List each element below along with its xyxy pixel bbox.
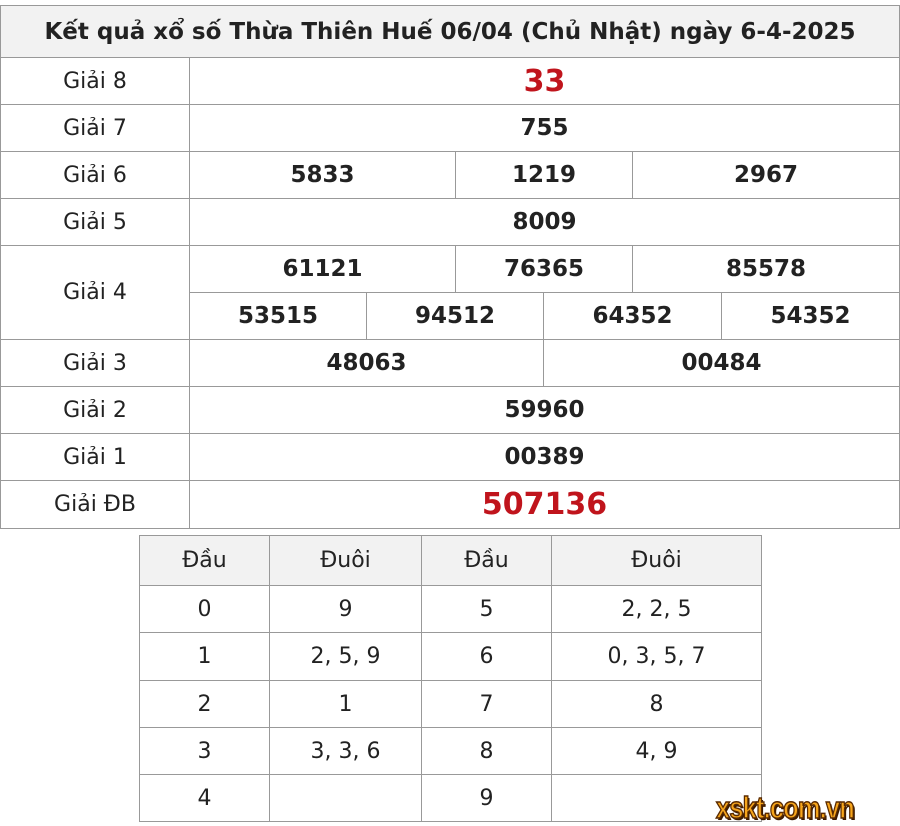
loto-cell: 0 — [139, 585, 270, 633]
prize-4-number: 64352 — [543, 292, 722, 340]
prize-4-number: 53515 — [189, 292, 367, 340]
prize-8-number: 33 — [189, 57, 900, 105]
prize-3-number: 48063 — [189, 339, 544, 387]
loto-cell: 2, 2, 5 — [551, 585, 762, 633]
prize-6-number: 5833 — [189, 151, 456, 199]
loto-header: Đầu — [139, 535, 270, 586]
loto-header: Đầu — [421, 535, 552, 586]
loto-cell: 2, 5, 9 — [269, 632, 422, 681]
special-prize-number: 507136 — [189, 480, 900, 529]
loto-cell: 9 — [269, 585, 422, 633]
prize-1-number: 00389 — [189, 433, 900, 481]
prize-4-number: 85578 — [632, 245, 900, 293]
page-title: Kết quả xổ số Thừa Thiên Huế 06/04 (Chủ … — [0, 5, 900, 58]
loto-cell: 7 — [421, 680, 552, 728]
prize-label: Giải 7 — [0, 104, 190, 152]
loto-cell: 4 — [139, 774, 270, 822]
loto-cell — [269, 774, 422, 822]
prize-5-number: 8009 — [189, 198, 900, 246]
prize-label: Giải 2 — [0, 386, 190, 434]
loto-cell: 5 — [421, 585, 552, 633]
loto-cell: 8 — [551, 680, 762, 728]
prize-4-number: 94512 — [366, 292, 544, 340]
loto-cell: 6 — [421, 632, 552, 681]
loto-cell — [551, 774, 762, 822]
loto-cell: 9 — [421, 774, 552, 822]
prize-4-number: 61121 — [189, 245, 456, 293]
loto-cell: 4, 9 — [551, 727, 762, 775]
loto-cell: 0, 3, 5, 7 — [551, 632, 762, 681]
loto-cell: 3, 3, 6 — [269, 727, 422, 775]
prize-label: Giải 4 — [0, 245, 190, 340]
loto-cell: 2 — [139, 680, 270, 728]
prize-label: Giải 5 — [0, 198, 190, 246]
loto-cell: 1 — [139, 632, 270, 681]
prize-2-number: 59960 — [189, 386, 900, 434]
prize-6-number: 2967 — [632, 151, 900, 199]
loto-header: Đuôi — [269, 535, 422, 586]
prize-label: Giải ĐB — [0, 480, 190, 529]
loto-cell: 8 — [421, 727, 552, 775]
loto-cell: 1 — [269, 680, 422, 728]
prize-label: Giải 1 — [0, 433, 190, 481]
watermark-logo: xskt.com.vn — [715, 789, 855, 826]
prize-4-number: 76365 — [455, 245, 633, 293]
prize-6-number: 1219 — [455, 151, 633, 199]
prize-label: Giải 3 — [0, 339, 190, 387]
prize-4-number: 54352 — [721, 292, 900, 340]
prize-7-number: 755 — [189, 104, 900, 152]
loto-header: Đuôi — [551, 535, 762, 586]
prize-label: Giải 8 — [0, 57, 190, 105]
loto-cell: 3 — [139, 727, 270, 775]
prize-3-number: 00484 — [543, 339, 900, 387]
prize-label: Giải 6 — [0, 151, 190, 199]
